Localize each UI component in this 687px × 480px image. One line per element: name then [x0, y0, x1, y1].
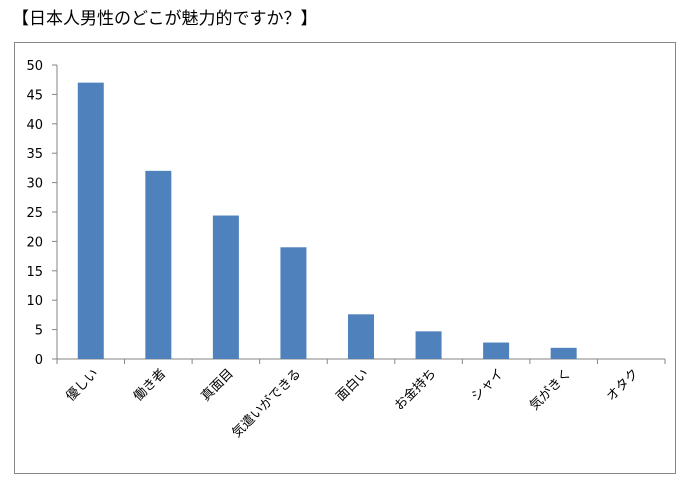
page-title: 【日本人男性のどこが魅力的ですか？】 [12, 9, 318, 29]
bar [483, 342, 510, 359]
y-tick-label: 5 [35, 324, 43, 339]
x-category-label: 働き者 [131, 366, 169, 404]
x-axis [56, 358, 666, 364]
y-tick-label: 30 [26, 177, 43, 192]
bar [415, 331, 442, 359]
y-tick-label: 45 [26, 88, 43, 103]
y-tick-label: 50 [26, 59, 43, 74]
bar [550, 347, 577, 359]
x-category-label: 優しい [63, 366, 101, 404]
y-tick-label: 40 [26, 118, 43, 133]
y-tick-label: 15 [26, 265, 43, 280]
bar [145, 170, 172, 359]
x-category-label: 気遣いができる [229, 366, 304, 441]
bar [77, 82, 104, 359]
bar [212, 215, 239, 359]
x-category-label: 真面目 [199, 366, 237, 404]
y-tick-label: 35 [26, 147, 43, 162]
y-tick-label: 20 [26, 235, 43, 250]
y-tick-label: 0 [35, 353, 43, 368]
y-tick-label: 10 [26, 294, 43, 309]
x-category-label: 気がきく [526, 366, 574, 414]
bar [348, 314, 374, 359]
y-axis: 0 5 10 15 20 25 30 35 40 45 50 [26, 59, 58, 368]
chart-frame [14, 42, 676, 474]
x-category-label: お金持ち [391, 366, 439, 414]
x-category-label: 面白い [333, 366, 372, 405]
x-category-label: オタク [604, 366, 642, 404]
y-tick-label: 25 [26, 206, 43, 221]
bar [280, 247, 307, 359]
bars [77, 82, 577, 359]
x-category-label: シャイ [469, 366, 507, 404]
